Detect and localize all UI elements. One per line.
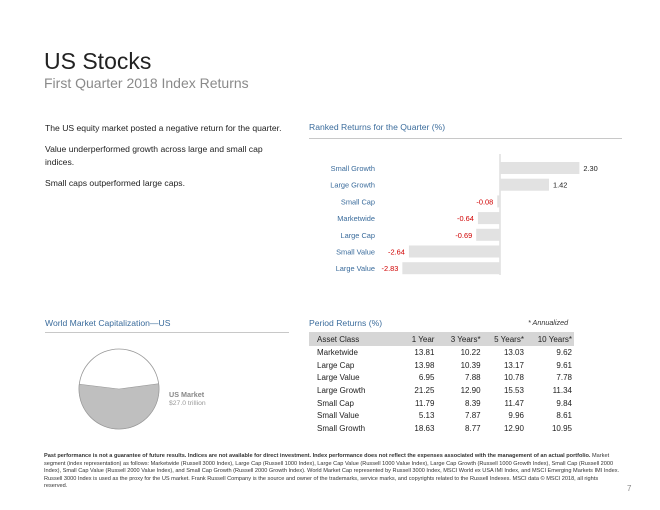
market-cap-title: World Market Capitalization—US [45,318,171,328]
category-label: Marketwide [337,214,375,223]
table-cell-value: 11.47 [504,398,524,408]
col-header: Asset Class [309,332,395,346]
table-cell-value: 11.79 [415,398,435,408]
table-cell-value: 8.39 [465,398,481,408]
table-row: Large Growth 21.25 12.90 15.53 11.34 [309,384,574,397]
table-cell-value: 10.22 [460,347,481,357]
table-cell-label: Small Growth [317,423,366,433]
bullet-text: Small caps outperformed large caps. [45,178,185,188]
table-cell-value: 9.96 [508,411,524,421]
table-cell-value: 7.88 [465,373,481,383]
bar [477,212,500,225]
period-returns-table: Asset Class 1 Year 3 Years* 5 Years* 10 … [309,332,574,435]
table-cell-value: 12.90 [503,423,524,433]
annualized-note: * Annualized [528,318,569,327]
ranked-returns-chart: Small Growth 2.30 Large Growth 1.42 Small Ca… [330,154,598,275]
value-label: -0.69 [455,231,472,240]
disclaimer: Past performance is not a guarantee of f… [44,453,622,491]
table-cell-value: 13.81 [414,347,435,357]
table-cell-value: 21.25 [414,385,435,395]
category-label: Large Cap [340,231,375,240]
table-cell-value: 9.62 [556,347,572,357]
ranked-returns-rule [309,138,622,139]
bar [500,162,580,174]
table-cell-label: Small Value [317,411,360,421]
table-cell-value: 10.39 [460,360,481,370]
commentary: The US equity market posted a negative r… [45,122,285,198]
ranked-returns-title: Ranked Returns for the Quarter (%) [309,122,446,132]
bar [497,195,500,208]
value-label: 2.30 [583,164,597,173]
table-cell-value: 6.95 [418,373,435,383]
market-cap-rule [45,332,289,333]
col-header: 5 Years* [480,332,524,346]
bar [408,245,500,258]
col-header: 1 Year [394,332,435,346]
value-label: -0.08 [476,197,493,206]
table-row: Marketwide 13.81 10.22 13.03 9.62 [309,346,574,359]
value-label: -0.64 [457,214,474,223]
table-cell-value: 10.95 [551,423,572,433]
value-label: -2.83 [382,264,399,273]
table-row: Large Cap 13.98 10.39 13.17 9.61 [309,359,574,372]
table-row: Large Value 6.95 7.88 10.78 7.78 [309,371,574,384]
table-cell-value: 10.78 [503,373,524,383]
value-label: -2.64 [388,248,405,257]
bar [476,228,500,241]
col-header: 10 Years* [523,332,574,346]
page-subtitle: First Quarter 2018 Index Returns [44,75,249,91]
table-header-row: Asset Class 1 Year 3 Years* 5 Years* 10 … [309,332,574,346]
table-row: Small Growth 18.63 8.77 12.90 10.95 [309,422,574,435]
bullet-text: The US equity market posted a negative r… [45,123,282,133]
period-returns-title: Period Returns (%) [309,318,383,328]
table-cell-value: 11.34 [552,385,572,395]
table-cell-value: 5.13 [418,411,435,421]
page-title: US Stocks [44,48,152,74]
pie-sublabel: $27.0 trillion [169,400,206,407]
col-header: 3 Years* [434,332,481,346]
table-cell-value: 18.63 [414,423,435,433]
table-cell-label: Large Growth [317,385,366,395]
table-cell-label: Large Cap [317,360,355,370]
table-cell-value: 8.61 [556,411,572,421]
table-cell-label: Large Value [317,373,360,383]
table-row: Small Cap 11.79 8.39 11.47 9.84 [309,397,574,410]
table-cell-value: 7.87 [465,411,481,421]
category-label: Large Growth [330,181,375,190]
page-number: 7 [627,484,632,493]
category-label: Small Growth [331,164,375,173]
table-cell-value: 12.90 [460,385,481,395]
category-label: Large Value [336,264,375,273]
market-cap-pie [78,348,160,430]
disclaimer-text: Market segment (index representation) as… [44,453,620,490]
table-cell-value: 7.78 [556,373,572,383]
category-label: Small Cap [341,197,375,206]
table-cell-value: 8.77 [465,423,481,433]
table-cell-value: 15.53 [503,385,524,395]
table-cell-label: Marketwide [317,347,358,357]
table-cell-value: 13.98 [414,360,435,370]
category-label: Small Value [336,248,375,257]
table-cell-value: 9.61 [556,360,572,370]
value-label: 1.42 [553,181,567,190]
disclaimer-bold: Past performance is not a guarantee of f… [44,453,591,459]
table-row: Small Value 5.13 7.87 9.96 8.61 [309,409,574,422]
table-cell-value: 13.17 [503,360,524,370]
table-cell-label: Small Cap [317,398,354,408]
bar [500,178,549,191]
bullet-text: Value underperformed growth across large… [45,144,263,167]
bar [402,262,500,275]
table-cell-value: 9.84 [556,398,572,408]
pie-slice-us [78,383,160,430]
table-cell-value: 13.03 [503,347,524,357]
pie-label: US Market [169,390,205,399]
